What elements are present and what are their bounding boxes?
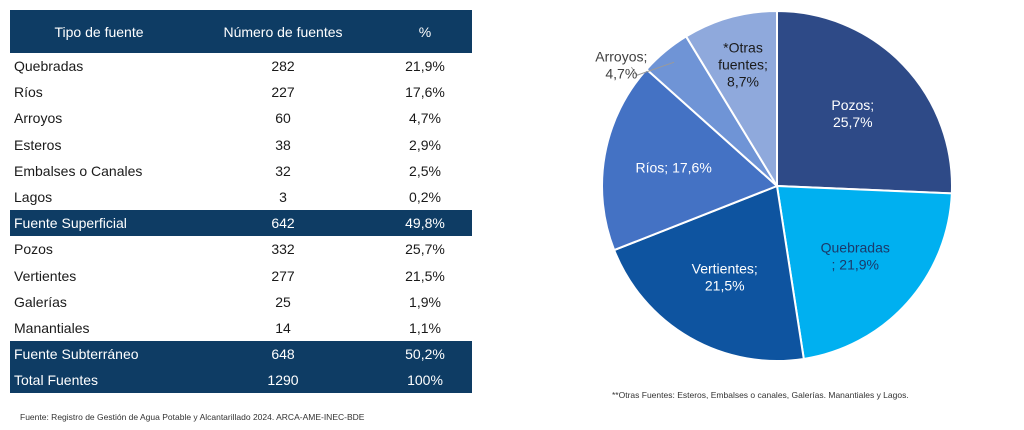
row-count: 3	[279, 189, 287, 206]
row-count: 25	[275, 293, 291, 310]
table-row-subtotal: Fuente Superficial 642 49,8%	[10, 210, 472, 237]
table-row: Quebradas 282 21,9%	[10, 53, 472, 79]
row-count: 38	[275, 136, 291, 153]
row-count: 1290	[188, 367, 378, 394]
row-label: Quebradas	[14, 58, 84, 75]
row-label: Embalses o Canales	[14, 162, 143, 179]
table-row: Galerías 25 1,9%	[10, 289, 472, 315]
row-count: 282	[271, 58, 295, 75]
slice-label-line: *Otras	[723, 40, 763, 56]
pie-slice	[684, 9, 778, 190]
row-percent: 4,7%	[409, 110, 441, 127]
row-percent: 2,5%	[409, 162, 441, 179]
leader-line	[630, 61, 675, 76]
header-source-type: Tipo de fuente	[10, 10, 188, 53]
slice-label-line: Ríos; 17,6%	[636, 159, 712, 175]
table-row: Manantiales 14 1,1%	[10, 315, 472, 341]
pie-slice	[601, 67, 779, 252]
pie-slice	[612, 184, 805, 362]
pie-chart: Pozos; 25,7% Quebradas; 21,9% Vertientes; 21…	[595, 9, 953, 362]
pie-chart-container: Pozos; 25,7% Quebradas; 21,9% Vertientes; 21…	[590, 0, 970, 375]
row-label: Fuente Subterráneo	[10, 341, 188, 368]
row-label: Manantiales	[14, 319, 90, 336]
row-percent: 50,2%	[378, 341, 472, 368]
row-percent: 2,9%	[409, 136, 441, 153]
row-label: Esteros	[14, 136, 62, 153]
row-count: 642	[188, 210, 378, 237]
slice-label-line: Pozos;	[831, 97, 874, 113]
table-body: Quebradas 282 21,9% Ríos 227 17,6% Arroyos 60 4,…	[10, 53, 472, 394]
row-percent: 1,9%	[409, 293, 441, 310]
table-row: Embalses o Canales 32 2,5%	[10, 158, 472, 184]
row-label: Total Fuentes	[10, 367, 188, 394]
sources-table-container: Tipo de fuente Número de fuentes % Quebr…	[10, 10, 472, 394]
table-header-row: Tipo de fuente Número de fuentes %	[10, 10, 472, 53]
table-row-subtotal: Total Fuentes 1290 100%	[10, 367, 472, 394]
slice-label-line: 4,7%	[605, 66, 637, 82]
table-row: Vertientes 277 21,5%	[10, 263, 472, 289]
chart-footnote: **Otras Fuentes: Esteros, Embalses o can…	[612, 390, 909, 400]
row-percent: 21,9%	[405, 58, 445, 75]
row-label: Vertientes	[14, 267, 77, 284]
table-row: Arroyos 60 4,7%	[10, 105, 472, 131]
table-row: Esteros 38 2,9%	[10, 132, 472, 158]
row-count: 32	[275, 162, 291, 179]
table-row-subtotal: Fuente Subterráneo 648 50,2%	[10, 341, 472, 368]
slice-label-line: 21,5%	[705, 278, 745, 294]
slice-label: Arroyos; 4,7%	[595, 49, 647, 82]
row-percent: 0,2%	[409, 189, 441, 206]
table-row: Lagos 3 0,2%	[10, 184, 472, 210]
slice-label-line: 25,7%	[833, 114, 873, 130]
header-count: Número de fuentes	[188, 10, 378, 53]
row-percent: 49,8%	[378, 210, 472, 237]
row-count: 648	[188, 341, 378, 368]
pie-slice	[776, 9, 953, 195]
source-note: Fuente: Registro de Gestión de Agua Pota…	[20, 412, 365, 422]
row-label: Ríos	[14, 84, 43, 101]
slice-label-line: Arroyos;	[595, 49, 647, 65]
row-label: Arroyos	[14, 110, 63, 127]
row-label: Galerías	[14, 293, 67, 310]
row-percent: 17,6%	[405, 84, 445, 101]
header-percent: %	[378, 10, 472, 53]
row-percent: 100%	[378, 367, 472, 394]
sources-table: Tipo de fuente Número de fuentes % Quebr…	[10, 10, 472, 394]
slice-label-line: 8,7%	[727, 74, 759, 90]
row-label: Pozos	[14, 241, 53, 258]
row-percent: 25,7%	[405, 241, 445, 258]
row-count: 332	[271, 241, 295, 258]
row-label: Fuente Superficial	[10, 210, 188, 237]
slice-label-line: ; 21,9%	[832, 256, 879, 272]
row-count: 277	[271, 267, 295, 284]
pie-slice	[775, 184, 953, 361]
row-percent: 21,5%	[405, 267, 445, 284]
slice-label-line: Vertientes;	[692, 261, 758, 277]
table-row: Ríos 227 17,6%	[10, 79, 472, 105]
row-percent: 1,1%	[409, 319, 441, 336]
slice-label: Vertientes; 21,5%	[692, 261, 758, 294]
slice-label: Ríos; 17,6%	[636, 159, 712, 175]
slice-label: Quebradas; 21,9%	[821, 239, 890, 272]
row-count: 227	[271, 84, 295, 101]
row-count: 14	[275, 319, 291, 336]
row-count: 60	[275, 110, 291, 127]
slice-label-line: Quebradas	[821, 239, 890, 255]
slice-label-line: fuentes;	[718, 57, 768, 73]
slice-label: *Otras fuentes; 8,7%	[718, 40, 768, 90]
row-label: Lagos	[14, 189, 53, 206]
table-row: Pozos 332 25,7%	[10, 236, 472, 262]
slice-label: Pozos; 25,7%	[831, 97, 874, 130]
